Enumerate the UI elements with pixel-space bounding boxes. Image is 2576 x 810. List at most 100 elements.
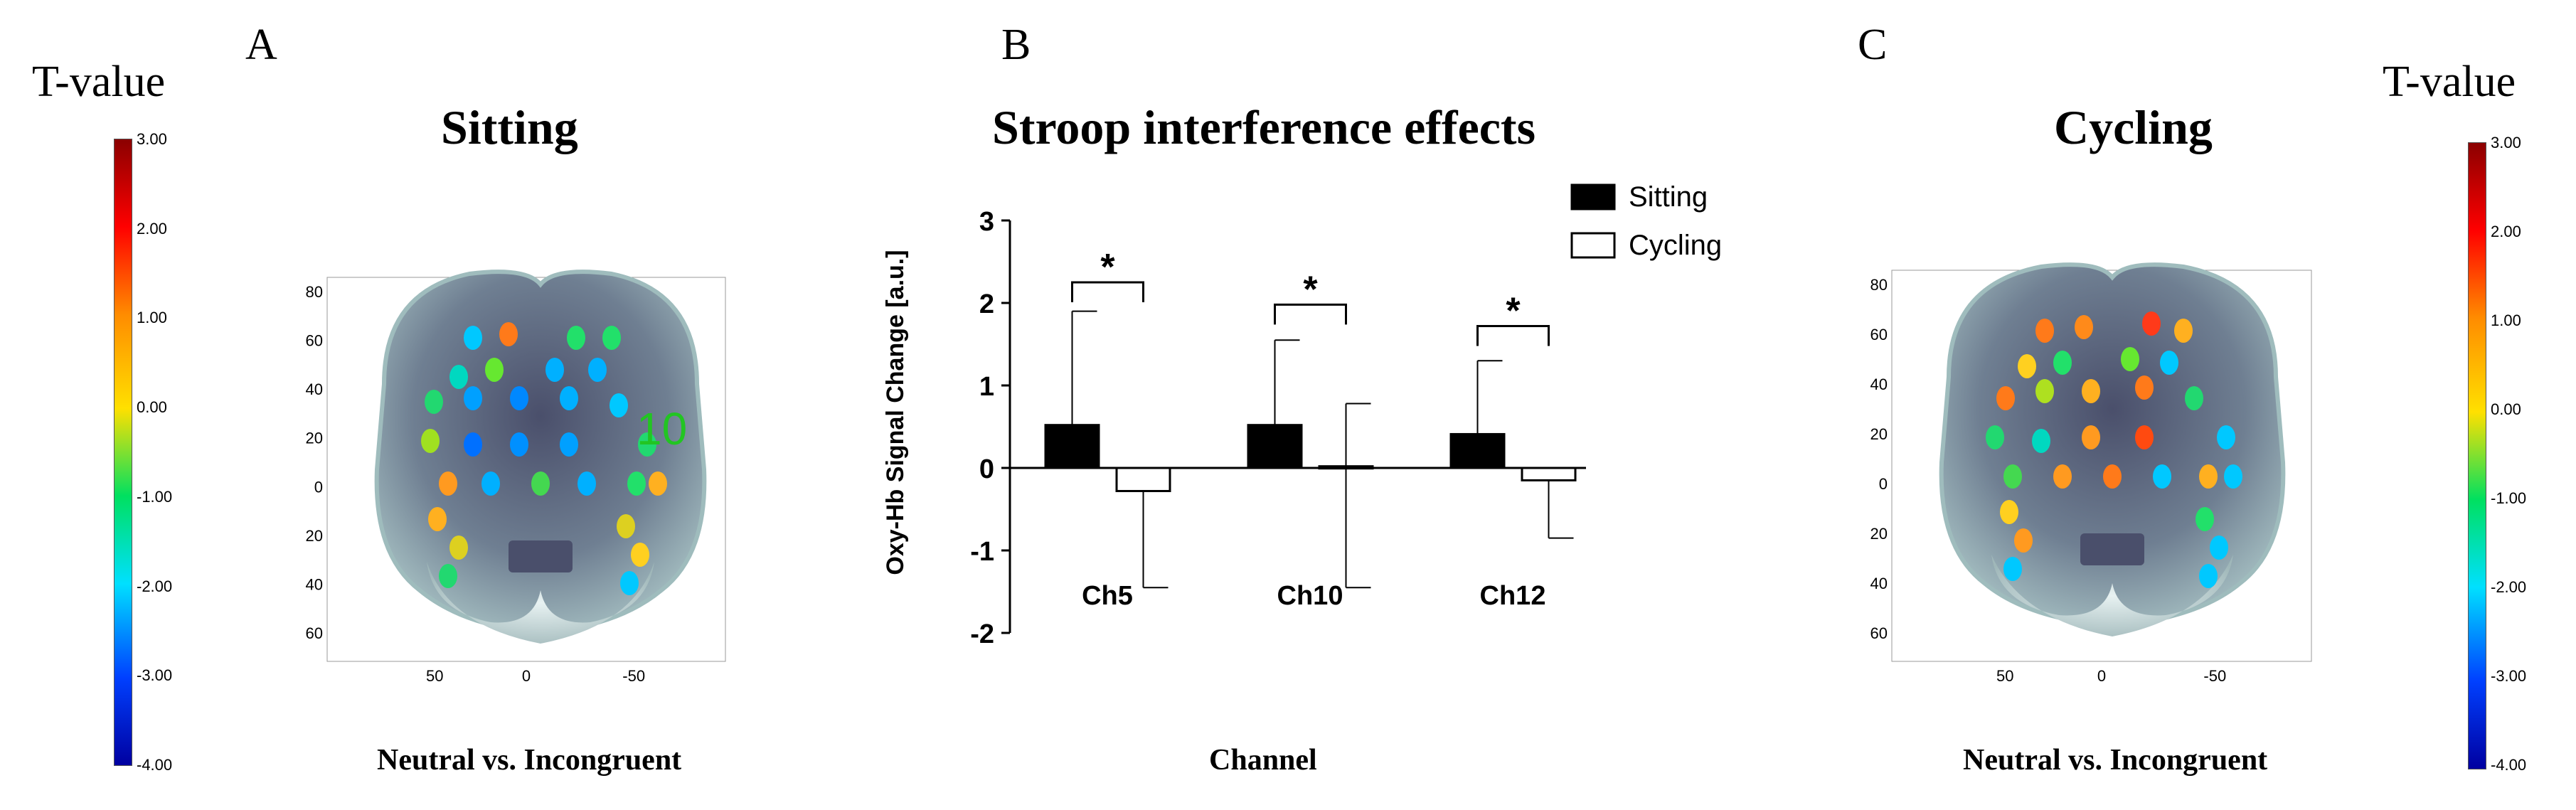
- brain-c-dot-20: [2103, 464, 2122, 489]
- brain-a-dot-7: [588, 358, 607, 382]
- brain-c-xtick-0: 50: [1996, 667, 2013, 683]
- colorbar-right-tick-2: 1.00: [2491, 311, 2521, 329]
- sig-star-1: *: [1303, 269, 1318, 310]
- brain-a-dot-27: [631, 543, 649, 567]
- bar-sitting-ch12: [1449, 432, 1506, 469]
- brain-c-ytick-5: -20: [1870, 525, 1888, 543]
- brain-a-dot-19: [481, 471, 500, 496]
- chart-significance: * * *: [1071, 247, 1550, 346]
- brain-a-shape: [374, 270, 707, 644]
- brain-a-dot-20: [531, 471, 550, 496]
- brain-c-dot-18: [2003, 464, 2022, 489]
- brain-a-channel-dots: [421, 322, 667, 595]
- brain-map-sitting: 80 60 40 20 0 -20 -40 -60 50 0 -50 10: [306, 270, 726, 683]
- brain-a-dot-13: [421, 429, 440, 453]
- brain-a-dot-28: [439, 564, 457, 588]
- brain-a-dot-9: [464, 386, 482, 410]
- brain-a-dot-24: [428, 507, 447, 531]
- brain-a-dot-6: [545, 358, 564, 382]
- brain-c-dot-9: [2035, 379, 2054, 403]
- brain-c-dot-26: [2196, 507, 2214, 531]
- brain-c-dot-24: [2000, 500, 2018, 524]
- colorbar-right: [2468, 142, 2486, 769]
- chart-ylabel: Oxy-Hb Signal Change [a.u.]: [882, 250, 909, 575]
- brain-c-ytick-7: -60: [1870, 624, 1888, 642]
- brain-a-dot-8: [425, 390, 443, 414]
- panel-letter-c: C: [1858, 21, 1888, 69]
- brain-a-ytick-2: 40: [306, 380, 323, 398]
- brain-a-dot-14: [638, 432, 656, 457]
- colorbar-left-tick-5: -2.00: [137, 577, 173, 595]
- brain-c-dot-29: [2199, 564, 2218, 588]
- brain-c-xtick-2: -50: [2203, 667, 2226, 683]
- brain-c-dot-16: [2082, 425, 2100, 449]
- brain-c-dot-14: [2217, 425, 2235, 449]
- colorbar-left-tick-7: -4.00: [137, 756, 173, 774]
- brain-c-dot-7: [2160, 351, 2178, 375]
- brain-a-dot-29: [620, 571, 639, 595]
- brain-a-ytick-3: 20: [306, 430, 323, 447]
- colorbar-right-tick-0: 3.00: [2491, 134, 2521, 151]
- brain-c-dot-6: [2121, 347, 2139, 371]
- bar-cycling-ch5: [1115, 467, 1171, 492]
- brain-a-dot-18: [439, 471, 457, 496]
- brain-a-xtick-0: 50: [426, 667, 443, 683]
- chart-xtick-ch5: Ch5: [1082, 581, 1133, 611]
- brain-c-dot-3: [2174, 319, 2193, 343]
- colorbar-left-tick-0: 3.00: [137, 130, 167, 148]
- brain-a-xtick-1: 0: [522, 667, 531, 683]
- brain-a-ytick-7: -60: [306, 624, 323, 642]
- bar-cycling-ch12: [1521, 467, 1577, 481]
- panel-c-xlabel: Neutral vs. Incongruent: [1963, 744, 2268, 777]
- brain-a-dot-1: [499, 322, 518, 346]
- brain-c-dot-23: [2224, 464, 2242, 489]
- brain-a-ytick-0: 80: [306, 283, 323, 301]
- brain-c-dot-0: [2035, 319, 2054, 343]
- brain-c-dot-5: [2053, 351, 2072, 375]
- brain-c-dot-8: [1996, 386, 2015, 410]
- sig-bracket-2: [1476, 324, 1550, 346]
- brain-c-ytick-2: 40: [1870, 375, 1888, 393]
- brain-c-ytick-0: 80: [1870, 276, 1888, 294]
- colorbar-left-tick-4: -1.00: [137, 487, 173, 506]
- brain-c-shape: [1939, 262, 2286, 636]
- colorbar-left: [114, 139, 132, 766]
- bar-sitting-ch5: [1044, 424, 1100, 469]
- brain-a-dot-5: [485, 358, 504, 382]
- brain-a-dot-16: [510, 432, 528, 457]
- chart-ytick-5: -2: [970, 619, 994, 649]
- brain-c-dot-25: [2014, 528, 2033, 553]
- sig-star-0: *: [1100, 247, 1115, 288]
- brain-a-dot-17: [560, 432, 578, 457]
- panel-letter-b: B: [1001, 21, 1031, 69]
- chart-bars: [1044, 310, 1577, 589]
- sig-bracket-1: [1274, 303, 1347, 325]
- brain-c-dot-27: [2210, 535, 2228, 560]
- brain-c-ytick-6: -40: [1870, 575, 1888, 592]
- brain-c-ytick-1: 60: [1870, 326, 1888, 343]
- brain-c-dot-13: [1986, 425, 2004, 449]
- brain-c-dot-12: [2185, 386, 2203, 410]
- brain-c-dot-19: [2053, 464, 2072, 489]
- brain-c-dot-1: [2075, 315, 2093, 339]
- brain-c-x-ticks: 50 0 -50: [1996, 667, 2226, 683]
- colorbar-left-tick-6: -3.00: [137, 666, 173, 685]
- brain-a-ytick-1: 60: [306, 332, 323, 350]
- brain-c-y-ticks: 80 60 40 20 0 -20 -40 -60: [1870, 276, 1888, 642]
- brain-a-ytick-5: -20: [306, 527, 323, 545]
- brain-a-y-ticks: 80 60 40 20 0 -20 -40 -60: [306, 283, 323, 642]
- brain-a-dot-15: [464, 432, 482, 457]
- brain-a-dot-21: [578, 471, 596, 496]
- chart-ytick-2: 1: [979, 372, 994, 402]
- brain-c-dot-2: [2142, 311, 2161, 336]
- brain-a-dot-10: [510, 386, 528, 410]
- panel-b-xlabel: Channel: [1209, 744, 1317, 777]
- bar-sitting-ch10: [1247, 424, 1303, 469]
- brain-c-ytick-4: 0: [1879, 475, 1888, 493]
- chart-ytick-4: -1: [970, 537, 994, 567]
- legend-label-sitting: Sitting: [1629, 181, 1708, 213]
- brain-c-dot-10: [2082, 379, 2100, 403]
- brain-c-dot-21: [2153, 464, 2171, 489]
- chart-ytick-1: 2: [979, 289, 994, 319]
- panel-a-title: Sitting: [441, 100, 578, 154]
